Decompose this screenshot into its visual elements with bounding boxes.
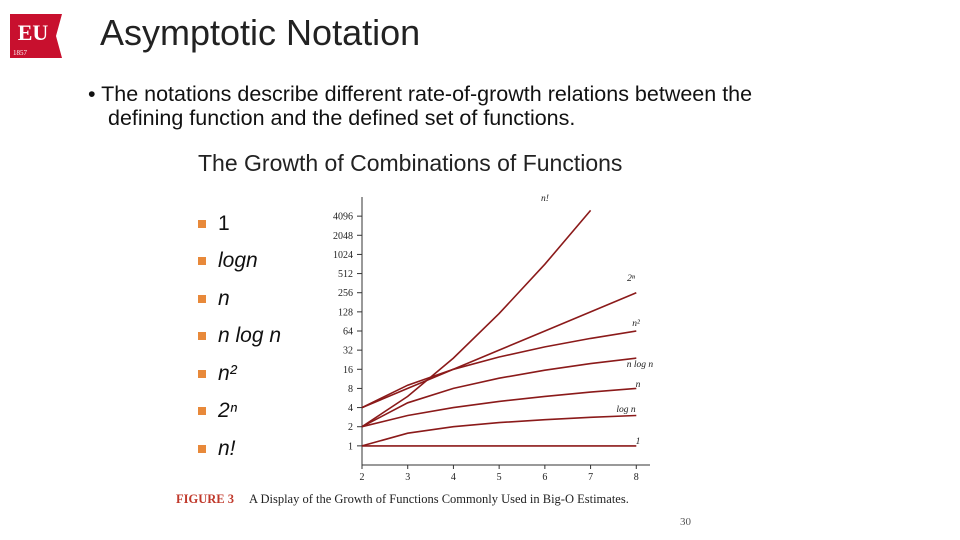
series-line xyxy=(361,291,637,409)
list-item: 2ⁿ xyxy=(198,393,281,431)
x-tick-label: 8 xyxy=(634,472,639,483)
bullet-dot: • xyxy=(88,82,102,106)
series-line xyxy=(361,414,637,447)
series-label: 2ⁿ xyxy=(627,274,635,284)
page-number: 30 xyxy=(680,516,692,528)
list-text: 2ⁿ xyxy=(218,399,238,423)
y-tick-label: 2048 xyxy=(333,231,353,242)
y-tick-label: 128 xyxy=(338,307,353,318)
y-tick-label: 512 xyxy=(338,269,353,280)
figure-label: FIGURE 3 xyxy=(176,492,234,506)
subtitle: The Growth of Combinations of Functions xyxy=(198,150,623,176)
x-tick-label: 6 xyxy=(542,472,547,483)
list-item: 1 xyxy=(198,205,281,243)
bullet-text: The notations describe different rate-of… xyxy=(101,82,753,130)
y-tick-label: 16 xyxy=(343,365,353,376)
series-label: n² xyxy=(632,319,640,329)
series-label: n log n xyxy=(627,360,654,370)
logo: EU 1857 xyxy=(10,14,62,58)
list-item: n xyxy=(198,280,281,318)
function-list: 1 logn n n log n n² 2ⁿ n! xyxy=(198,205,281,468)
y-tick-label: 64 xyxy=(343,327,353,338)
list-text: 1 xyxy=(218,211,230,235)
logo-flag xyxy=(10,14,62,58)
list-text: logn xyxy=(218,249,258,273)
list-text: n xyxy=(218,286,230,310)
x-tick-label: 3 xyxy=(405,472,410,483)
series-label: n xyxy=(636,380,641,390)
series-label: log n xyxy=(616,405,636,415)
y-tick-label: 4096 xyxy=(333,212,353,223)
x-tick-label: 5 xyxy=(497,472,502,483)
list-item: n! xyxy=(198,430,281,468)
figure-caption: A Display of the Growth of Functions Com… xyxy=(249,492,629,506)
list-item: logn xyxy=(198,243,281,281)
series-label: 1 xyxy=(636,437,641,447)
logo-text: EU xyxy=(18,20,49,45)
bullet: • The notations describe different rate-… xyxy=(88,82,798,130)
list-text: n² xyxy=(218,361,237,385)
series-line xyxy=(361,357,637,428)
series-label: n! xyxy=(541,194,549,204)
y-tick-label: 1 xyxy=(348,441,353,452)
list-text: n log n xyxy=(218,324,282,348)
list-item: n² xyxy=(198,355,281,393)
y-tick-label: 256 xyxy=(338,288,353,299)
y-tick-label: 1024 xyxy=(333,250,353,261)
list-item: n log n xyxy=(198,318,281,356)
series-line xyxy=(361,330,637,409)
x-tick-label: 7 xyxy=(588,472,593,483)
y-tick-label: 4 xyxy=(348,403,353,414)
list-text: n! xyxy=(218,436,236,460)
series-line xyxy=(361,209,592,428)
y-tick-label: 2 xyxy=(348,422,353,433)
x-tick-label: 2 xyxy=(360,472,365,483)
logo-year: 1857 xyxy=(13,49,28,57)
y-tick-label: 32 xyxy=(343,346,353,357)
slide-title: Asymptotic Notation xyxy=(100,12,421,53)
series-line xyxy=(361,387,637,428)
x-tick-label: 4 xyxy=(451,472,456,483)
y-tick-label: 8 xyxy=(348,384,353,395)
